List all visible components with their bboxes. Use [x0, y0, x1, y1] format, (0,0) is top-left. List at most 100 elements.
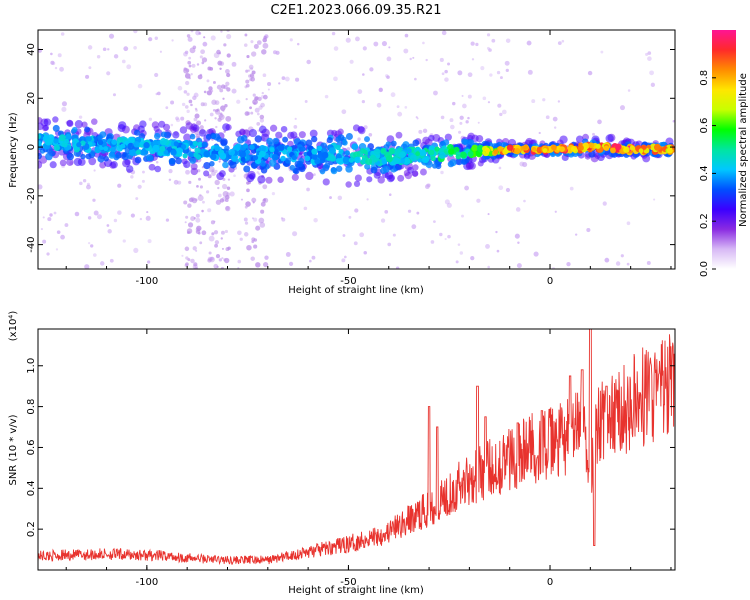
- spectrogram-point: [595, 143, 601, 149]
- spectrogram-noise-point: [531, 99, 536, 104]
- spectrogram-noise-point: [459, 251, 464, 255]
- spectrogram-noise-point: [649, 70, 655, 76]
- spectrogram-noise-point: [461, 94, 464, 97]
- spectrogram-column-point: [195, 109, 198, 112]
- spectrogram-column-point: [262, 184, 268, 190]
- spectrogram-axes: -100 -50 0 -40 -20 0 20 40: [26, 30, 675, 287]
- spectrogram-column-point: [208, 251, 212, 255]
- spectrogram-column-point: [251, 197, 257, 203]
- spectrogram-point: [265, 176, 273, 184]
- spectrogram-column-point: [261, 49, 267, 55]
- spectrogram-noise-point: [362, 73, 365, 76]
- spectrogram-point: [64, 138, 70, 144]
- spectrogram-noise-point: [88, 66, 92, 70]
- spectrogram-point: [38, 152, 42, 160]
- spectrogram-noise-point: [42, 216, 45, 219]
- spectrogram-noise-point: [92, 253, 97, 257]
- spectrogram-point: [110, 160, 118, 169]
- spectrogram-y-tick-label: -40: [26, 236, 37, 252]
- colorbar-tick-label: 0.4: [699, 165, 710, 181]
- spectrogram-noise-point: [615, 261, 621, 266]
- spectrogram-noise-point: [135, 197, 139, 201]
- spectrogram-point: [38, 133, 41, 140]
- spectrogram-noise-point: [47, 217, 52, 222]
- spectrogram-point: [461, 138, 468, 145]
- spectrogram-column-point: [221, 183, 228, 190]
- spectrogram-point: [455, 158, 463, 166]
- spectrogram-noise-point: [239, 237, 243, 241]
- spectrogram-point: [52, 116, 59, 123]
- spectrogram-noise-point: [171, 39, 174, 42]
- spectrogram-point: [523, 153, 531, 160]
- spectrogram-point: [128, 148, 137, 156]
- spectrogram-point: [52, 124, 60, 132]
- spectrogram-noise-point: [447, 234, 451, 239]
- spectrogram-noise-point: [496, 249, 500, 253]
- spectrogram-column-point: [194, 113, 200, 119]
- spectrogram-point: [224, 145, 230, 151]
- spectrogram-noise-point: [311, 255, 316, 260]
- spectrogram-point: [158, 120, 166, 128]
- spectrogram-column-point: [195, 133, 201, 138]
- spectrogram-noise-point: [465, 120, 469, 124]
- spectrogram-noise-point: [626, 262, 630, 266]
- spectrogram-noise-point: [505, 187, 511, 193]
- spectrogram-point: [352, 124, 360, 132]
- spectrogram-point: [66, 158, 74, 166]
- spectrogram-column-point: [243, 43, 248, 47]
- snr-axes: -100 -50 0 0.2 0.4 0.6 0.8 1.0: [26, 329, 675, 588]
- spectrogram-noise-point: [53, 211, 57, 215]
- spectrogram-y-tick-label: 40: [26, 43, 37, 56]
- spectrogram-point: [484, 147, 491, 153]
- spectrogram-point: [53, 138, 59, 144]
- spectrogram-point: [366, 176, 373, 183]
- spectrogram-point: [306, 150, 312, 157]
- spectrogram-noise-point: [450, 124, 455, 130]
- spectrogram-point: [85, 153, 92, 160]
- spectrogram-point: [103, 146, 109, 152]
- spectrogram-point: [448, 148, 455, 155]
- spectrogram-column-point: [190, 258, 195, 264]
- spectrogram-noise-point: [112, 93, 117, 97]
- spectrogram-noise-point: [139, 217, 143, 221]
- spectrogram-noise-point: [59, 66, 64, 72]
- spectrogram-noise-point: [237, 259, 242, 264]
- spectrogram-frame: [37, 29, 676, 270]
- spectrogram-noise-point: [210, 35, 216, 41]
- spectrogram-noise-point: [538, 131, 541, 135]
- spectrogram-noise-point: [471, 58, 475, 61]
- spectrogram-noise-point: [557, 100, 561, 103]
- spectrogram-point: [615, 143, 622, 151]
- spectrogram-point: [335, 144, 341, 151]
- spectrogram-noise-point: [457, 243, 461, 246]
- spectrogram-point: [210, 153, 217, 161]
- spectrogram-noise-point: [373, 41, 379, 47]
- spectrogram-point: [272, 137, 280, 145]
- spectrogram-noise-point: [395, 266, 400, 269]
- spectrogram-column-point: [199, 193, 202, 197]
- spectrogram-point: [281, 149, 288, 155]
- spectrogram-column-point: [211, 171, 216, 176]
- spectrogram-column-point: [185, 80, 190, 86]
- spectrogram-point: [214, 145, 221, 152]
- spectrogram-point: [506, 144, 514, 151]
- spectrogram-point: [388, 174, 396, 182]
- spectrogram-noise-point: [425, 58, 428, 62]
- spectrogram-noise-point: [42, 239, 47, 244]
- spectrogram-point: [97, 139, 104, 146]
- spectrogram-noise-point: [333, 46, 339, 51]
- spectrogram-point: [148, 163, 156, 171]
- spectrogram-point: [305, 139, 313, 147]
- spectrogram-column-point: [200, 49, 205, 55]
- spectrogram-noise-point: [439, 232, 443, 237]
- spectrogram-noise-point: [444, 237, 447, 241]
- spectrogram-point: [447, 160, 455, 168]
- spectrogram-noise-point: [516, 263, 522, 269]
- spectrogram-point: [252, 155, 259, 161]
- spectrogram-column-point: [218, 193, 222, 198]
- spectrogram-column-point: [244, 111, 250, 116]
- spectrogram-point: [467, 132, 475, 141]
- spectrogram-point: [242, 143, 249, 149]
- snr-y-tick-label: 1.0: [26, 358, 37, 374]
- spectrogram-point: [173, 141, 179, 147]
